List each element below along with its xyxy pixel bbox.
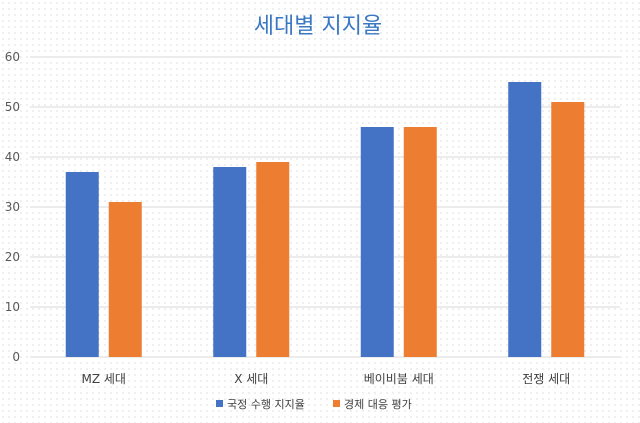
legend-label-1: 경제 대응 평가 — [344, 398, 412, 411]
y-axis-ticks: 0 10 20 30 40 50 60 — [5, 50, 20, 364]
bar-series0-cat0 — [65, 172, 99, 357]
bar-series1-cat0 — [108, 202, 142, 357]
y-tick-label: 50 — [5, 100, 20, 114]
y-tick-label: 40 — [5, 150, 20, 164]
legend: 국정 수행 지지율 경제 대응 평가 — [216, 398, 412, 411]
bar-series0-cat1 — [213, 167, 247, 357]
bar-series1-cat2 — [403, 127, 437, 357]
bar-series0-cat2 — [360, 127, 394, 357]
x-category-label: 전쟁 세대 — [522, 372, 570, 386]
y-tick-label: 0 — [12, 350, 20, 364]
x-axis-categories: MZ 세대 X 세대 베이비붐 세대 전쟁 세대 — [82, 372, 571, 386]
y-tick-label: 60 — [5, 50, 20, 64]
bar-series1-cat1 — [256, 162, 290, 357]
bar-series0-cat3 — [508, 82, 542, 357]
y-tick-label: 10 — [5, 300, 20, 314]
legend-swatch-0 — [216, 400, 223, 407]
x-category-label: MZ 세대 — [82, 372, 126, 386]
y-tick-label: 20 — [5, 250, 20, 264]
chart-title: 세대별 지지율 — [254, 14, 382, 39]
y-tick-label: 30 — [5, 200, 20, 214]
bar-series1-cat3 — [551, 102, 585, 357]
legend-label-0: 국정 수행 지지율 — [227, 398, 305, 411]
x-category-label: 베이비붐 세대 — [364, 372, 434, 386]
bars — [65, 82, 585, 357]
legend-swatch-1 — [333, 400, 340, 407]
x-category-label: X 세대 — [234, 372, 268, 386]
